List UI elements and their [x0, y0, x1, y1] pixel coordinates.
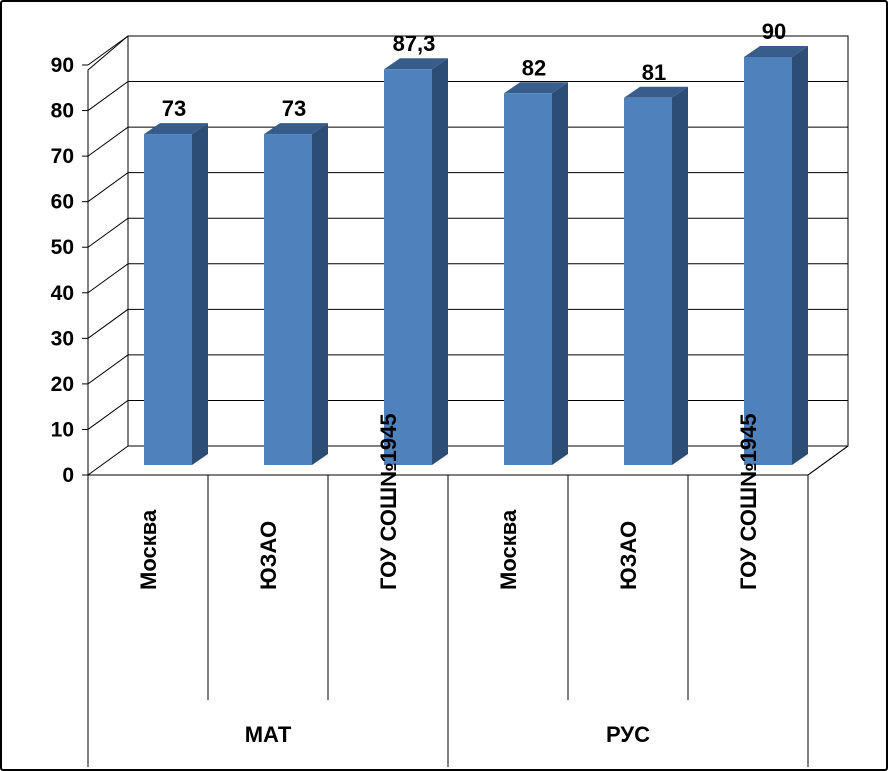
- bar-side: [432, 58, 448, 466]
- bar: [624, 97, 672, 466]
- bar-top: [264, 123, 328, 135]
- data-label: 87,3: [393, 31, 436, 56]
- data-labels: 73 73 87,3 82 81 90: [162, 19, 786, 121]
- y-tick-label: 80: [51, 100, 74, 123]
- data-label: 90: [762, 19, 786, 44]
- x-axis: Москва ЮЗАО ГОУ СОШ№1945 МАТ Москва ЮЗАО ГОУ С…: [87, 413, 809, 767]
- gridline-side: [87, 126, 129, 157]
- y-tick-label: 0: [62, 464, 74, 487]
- bar-top: [504, 82, 568, 94]
- bar-side: [672, 86, 688, 466]
- y-tick-label: 30: [51, 327, 74, 350]
- floor-edge: [807, 445, 849, 476]
- x-group-label: МАТ: [245, 722, 292, 747]
- bar-side: [552, 82, 568, 466]
- gridline-side: [87, 400, 129, 430]
- bar: [504, 93, 552, 466]
- bar: [744, 57, 792, 465]
- y-tick-label: 70: [51, 145, 74, 168]
- y-tick-label: 10: [51, 418, 74, 441]
- bar-side: [192, 123, 208, 466]
- x-tick-label: Москва: [136, 509, 161, 590]
- x-tick-label: ГОУ СОШ№1945: [376, 413, 401, 590]
- y-tick-label: 90: [51, 54, 74, 77]
- y-tick-label: 50: [51, 236, 74, 259]
- bars: [144, 46, 808, 466]
- gridline-side: [87, 308, 129, 339]
- x-tick-label: ГОУ СОШ№1945: [736, 413, 761, 590]
- y-tick-label: 60: [51, 191, 74, 214]
- x-tick-label: ЮЗАО: [616, 521, 641, 590]
- bar-top: [744, 46, 808, 57]
- gridline-side: [87, 263, 129, 294]
- bar-side: [792, 46, 808, 465]
- y-axis: 0 10 20 30 40 50 60 70 80 90: [51, 54, 88, 487]
- bar-top: [384, 58, 448, 70]
- gridline-side: [87, 35, 129, 66]
- bar: [384, 69, 432, 466]
- x-tick-label: ЮЗАО: [256, 521, 281, 590]
- bar-top: [144, 123, 208, 135]
- gridline-side: [87, 81, 129, 111]
- bar-side: [312, 123, 328, 466]
- data-label: 73: [162, 96, 186, 121]
- y-tick-label: 20: [51, 373, 74, 396]
- data-label: 81: [642, 60, 666, 85]
- x-tick-label: Москва: [496, 509, 521, 590]
- gridline-side: [87, 172, 129, 203]
- bar: [144, 134, 192, 466]
- gridline-side: [87, 354, 129, 385]
- data-label: 73: [282, 96, 306, 121]
- bar-top: [624, 86, 688, 98]
- gridline-side: [87, 217, 129, 248]
- data-label: 82: [522, 55, 546, 80]
- bar: [264, 134, 312, 466]
- gridline-side: [87, 445, 129, 476]
- x-group-label: РУС: [606, 722, 650, 747]
- y-tick-label: 40: [51, 282, 74, 305]
